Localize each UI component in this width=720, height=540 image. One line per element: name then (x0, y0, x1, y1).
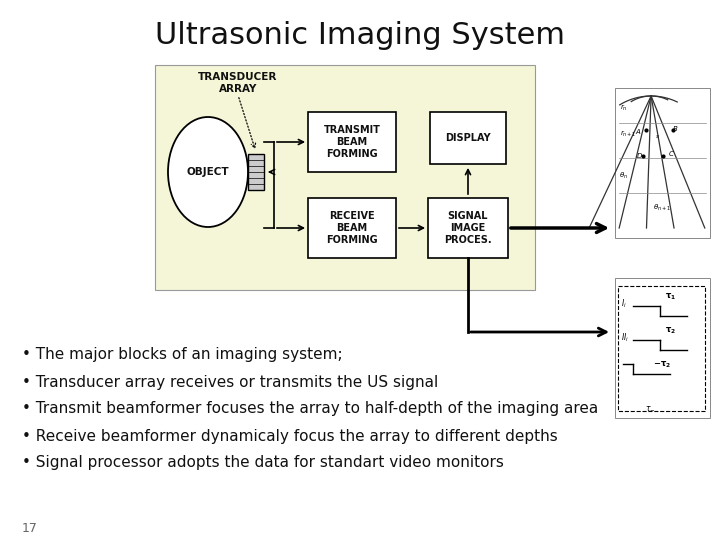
FancyBboxPatch shape (615, 278, 710, 418)
FancyBboxPatch shape (615, 88, 710, 238)
Text: s: s (656, 134, 660, 139)
Text: $\theta_{n+1}$: $\theta_{n+1}$ (653, 203, 671, 213)
FancyBboxPatch shape (308, 112, 396, 172)
FancyBboxPatch shape (248, 154, 264, 190)
Text: SIGNAL
IMAGE
PROCES.: SIGNAL IMAGE PROCES. (444, 211, 492, 245)
Text: $\tau_{-}$: $\tau_{-}$ (645, 403, 656, 412)
Text: RECEIVE
BEAM
FORMING: RECEIVE BEAM FORMING (326, 211, 378, 245)
Text: B: B (673, 126, 678, 132)
Text: $\mathbf{\tau_1}$: $\mathbf{\tau_1}$ (665, 291, 676, 301)
FancyBboxPatch shape (430, 112, 506, 164)
Text: $\theta_n$: $\theta_n$ (619, 171, 628, 181)
Text: • Transmit beamformer focuses the array to half-depth of the imaging area: • Transmit beamformer focuses the array … (22, 402, 598, 416)
Text: • Signal processor adopts the data for standart video monitors: • Signal processor adopts the data for s… (22, 456, 504, 470)
Text: C: C (669, 151, 674, 157)
Text: 17: 17 (22, 522, 38, 535)
Text: • Transducer array receives or transmits the US signal: • Transducer array receives or transmits… (22, 375, 438, 389)
Text: TRANSMIT
BEAM
FORMING: TRANSMIT BEAM FORMING (323, 125, 380, 159)
Text: • The major blocks of an imaging system;: • The major blocks of an imaging system; (22, 348, 343, 362)
Text: TRANSDUCER
ARRAY: TRANSDUCER ARRAY (198, 72, 278, 94)
FancyBboxPatch shape (428, 198, 508, 258)
FancyBboxPatch shape (155, 65, 535, 290)
Ellipse shape (168, 117, 248, 227)
Text: $\mathbf{\tau_2}$: $\mathbf{\tau_2}$ (665, 325, 676, 335)
Text: DISPLAY: DISPLAY (445, 133, 491, 143)
Text: $II_i$: $II_i$ (621, 331, 629, 343)
Text: Ultrasonic Imaging System: Ultrasonic Imaging System (155, 21, 565, 50)
Text: $r_{n+1}$: $r_{n+1}$ (620, 129, 636, 139)
Text: $\mathbf{-\tau_2}$: $\mathbf{-\tau_2}$ (653, 359, 671, 369)
Text: • Receive beamformer dynamicaly focus the array to different depths: • Receive beamformer dynamicaly focus th… (22, 429, 558, 443)
Text: $I_i$: $I_i$ (621, 297, 626, 309)
FancyBboxPatch shape (308, 198, 396, 258)
Text: OBJECT: OBJECT (186, 167, 229, 177)
Text: D: D (637, 153, 642, 159)
Text: $r_n$: $r_n$ (620, 103, 628, 113)
Text: A: A (635, 129, 640, 135)
